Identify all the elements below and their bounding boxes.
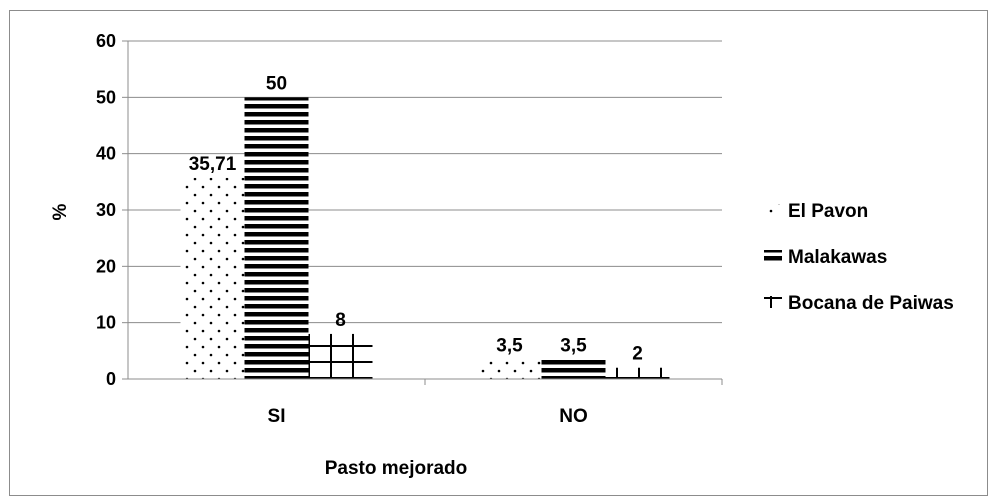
y-tick-label: 30 [96,200,116,220]
bar [477,359,542,379]
y-tick-label: 60 [96,31,116,51]
y-tick-label: 20 [96,256,116,276]
y-tick-label: 10 [96,313,116,333]
legend: El Pavon Malakawas Bocana de Paiwas [764,201,954,314]
bar [308,333,373,379]
data-label: 35,71 [189,154,237,175]
y-tick-label: 50 [96,87,116,107]
bar [605,367,670,379]
bar [180,177,245,379]
y-tick-label: 40 [96,144,116,164]
legend-label: Bocana de Paiwas [788,293,954,314]
x-tick-label: SI [268,406,286,427]
data-label: 8 [335,310,346,331]
y-axis-title: % [50,203,71,220]
bar [244,97,309,379]
bars [180,97,670,379]
y-axis-ticks: 0 10 20 30 40 50 60 [96,31,128,389]
data-label: 50 [266,73,287,94]
data-labels: 35,71 50 8 3,5 3,5 2 [189,73,643,364]
data-label: 2 [632,344,643,365]
legend-swatch [764,250,782,262]
x-axis-title: Pasto mejorado [325,458,468,479]
x-tick-label: NO [559,406,588,427]
bar [541,359,606,379]
data-label: 3,5 [496,335,523,356]
legend-label: Malakawas [788,247,887,268]
axes [127,41,723,385]
chart-frame [9,10,988,496]
legend-label: El Pavon [788,201,868,222]
data-label: 3,5 [560,335,587,356]
x-axis-labels: SI NO [268,406,588,427]
y-tick-label: 0 [106,369,116,389]
legend-swatch [764,296,782,308]
legend-swatch [764,204,782,216]
